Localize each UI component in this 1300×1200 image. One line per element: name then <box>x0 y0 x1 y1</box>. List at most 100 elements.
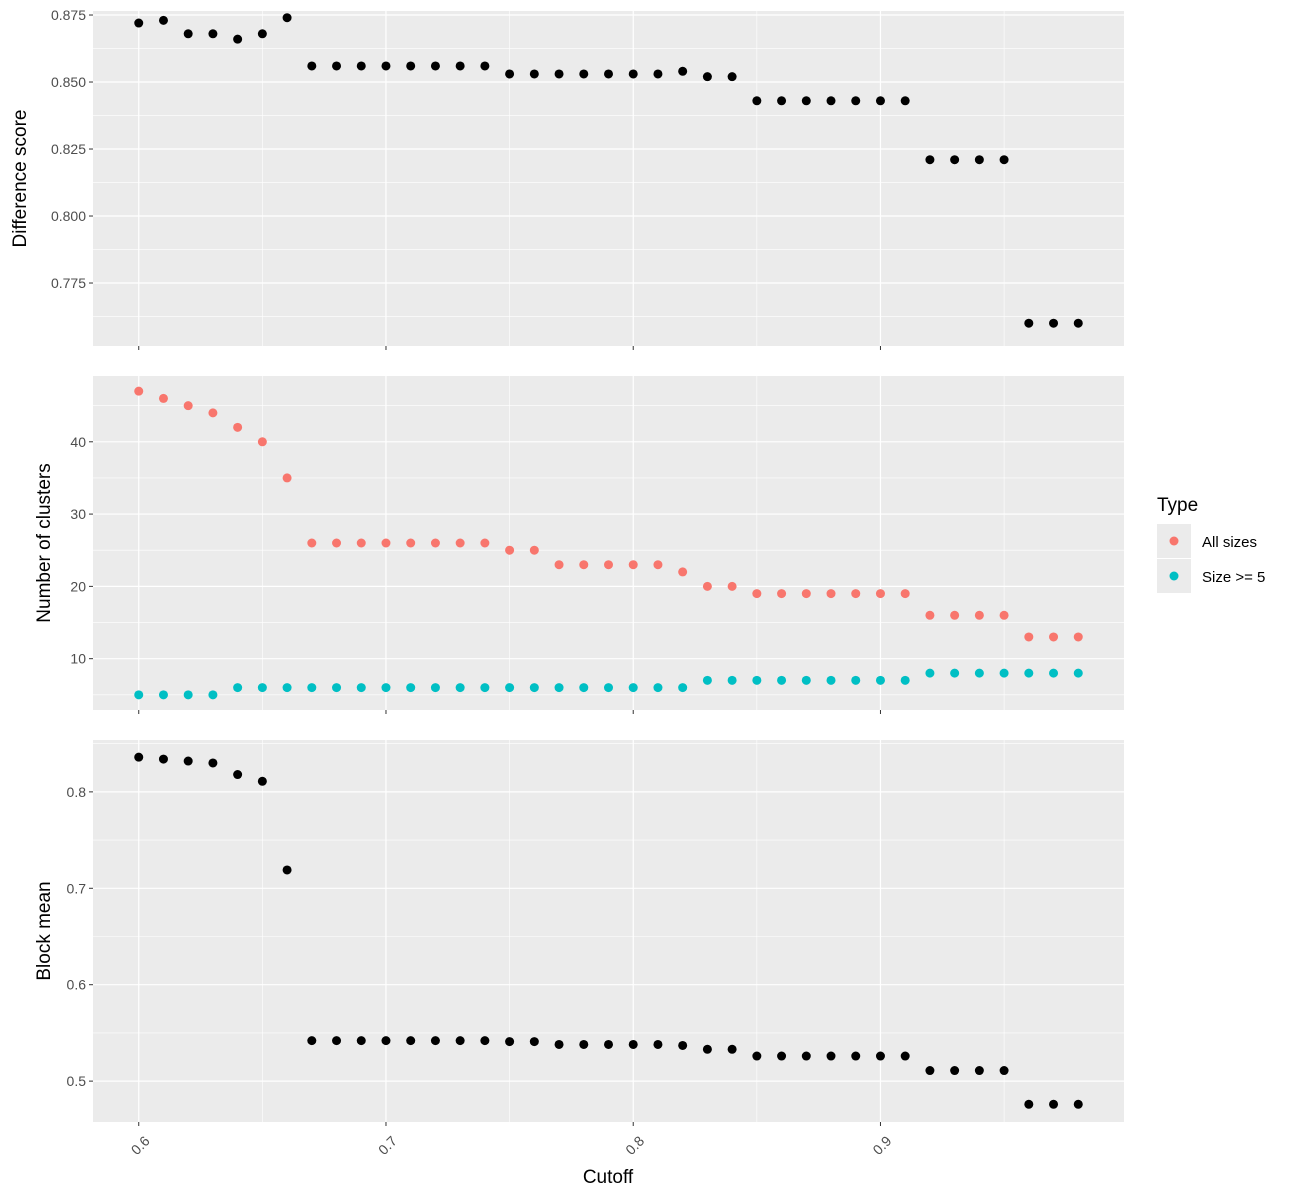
data-point <box>307 1036 317 1046</box>
y-tick-label: 40 <box>70 434 86 450</box>
data-point <box>480 1036 490 1046</box>
data-point <box>257 29 267 39</box>
data-point <box>257 437 267 447</box>
data-point <box>974 155 984 165</box>
data-point <box>875 1051 885 1061</box>
panel-1: 0.775 0.800 0.825 0.850 0.875 Difference scor… <box>10 7 1124 350</box>
data-point <box>678 66 688 76</box>
data-point <box>950 668 960 678</box>
data-point <box>925 668 935 678</box>
data-point <box>900 96 910 106</box>
data-point <box>505 545 515 555</box>
data-point <box>381 1036 391 1046</box>
data-point <box>554 1039 564 1049</box>
data-point <box>826 675 836 685</box>
data-point <box>974 668 984 678</box>
data-point <box>579 69 589 79</box>
data-point <box>233 683 243 693</box>
data-point <box>233 422 243 432</box>
data-point <box>208 408 218 418</box>
data-point <box>356 1036 366 1046</box>
data-point <box>702 675 712 685</box>
data-point <box>332 538 342 548</box>
data-point <box>529 69 539 79</box>
data-point <box>801 675 811 685</box>
panels: 0.775 0.800 0.825 0.850 0.875 Difference scor… <box>10 7 1124 1158</box>
y-tick-label: 30 <box>70 506 86 522</box>
y-axis-title: Difference score <box>10 110 31 248</box>
data-point <box>950 1066 960 1076</box>
data-point <box>381 61 391 71</box>
data-point <box>875 96 885 106</box>
data-point <box>183 29 193 39</box>
data-point <box>381 683 391 693</box>
data-point <box>752 675 762 685</box>
y-tick-label: 0.6 <box>67 977 87 993</box>
data-point <box>134 690 144 700</box>
data-point <box>158 15 168 25</box>
data-point <box>801 96 811 106</box>
data-point <box>752 1051 762 1061</box>
data-point <box>505 69 515 79</box>
data-point <box>505 1037 515 1047</box>
data-point <box>653 69 663 79</box>
data-point <box>628 69 638 79</box>
data-point <box>727 1044 737 1054</box>
data-point <box>134 386 144 396</box>
legend-title: Type <box>1157 495 1198 516</box>
data-point <box>678 567 688 577</box>
data-point <box>777 96 787 106</box>
data-point <box>356 538 366 548</box>
data-point <box>900 675 910 685</box>
data-point <box>208 758 218 768</box>
y-tick-label: 0.7 <box>67 880 87 896</box>
data-point <box>505 683 515 693</box>
data-point <box>950 155 960 165</box>
data-point <box>233 770 243 780</box>
y-tick-label: 0.5 <box>67 1073 87 1089</box>
data-point <box>430 683 440 693</box>
data-point <box>430 61 440 71</box>
data-point <box>702 72 712 82</box>
data-point <box>974 1066 984 1076</box>
data-point <box>702 581 712 591</box>
y-tick-label: 0.8 <box>67 784 87 800</box>
data-point <box>604 69 613 79</box>
data-point <box>801 589 811 599</box>
data-point <box>950 610 960 620</box>
x-tick-label: 0.8 <box>622 1133 647 1158</box>
data-point <box>628 683 638 693</box>
panel-background <box>93 11 1124 346</box>
data-point <box>925 610 935 620</box>
data-point <box>406 538 416 548</box>
data-point <box>455 683 465 693</box>
data-point <box>381 538 391 548</box>
data-point <box>653 683 663 693</box>
y-tick-label: 0.800 <box>51 208 86 224</box>
data-point <box>628 560 638 570</box>
panel-background <box>93 376 1124 710</box>
x-axis-title: Cutoff <box>583 1167 634 1188</box>
data-point <box>554 69 564 79</box>
data-point <box>1049 632 1059 642</box>
data-point <box>999 155 1009 165</box>
data-point <box>1073 1099 1083 1109</box>
data-point <box>183 690 193 700</box>
data-point <box>332 1036 342 1046</box>
data-point <box>1049 668 1059 678</box>
data-point <box>455 538 465 548</box>
data-point <box>208 29 218 39</box>
data-point <box>1073 318 1083 328</box>
data-point <box>332 683 342 693</box>
data-point <box>752 96 762 106</box>
data-point <box>158 754 168 764</box>
y-tick-label: 0.875 <box>51 7 86 23</box>
data-point <box>579 560 589 570</box>
panel-2: 10 20 30 40 Number of clusters <box>34 376 1124 714</box>
data-point <box>851 675 861 685</box>
data-point <box>579 1039 589 1049</box>
data-point <box>356 683 366 693</box>
data-point <box>480 683 490 693</box>
data-point <box>851 96 861 106</box>
legend-label-size-ge-5: Size >= 5 <box>1202 569 1265 586</box>
